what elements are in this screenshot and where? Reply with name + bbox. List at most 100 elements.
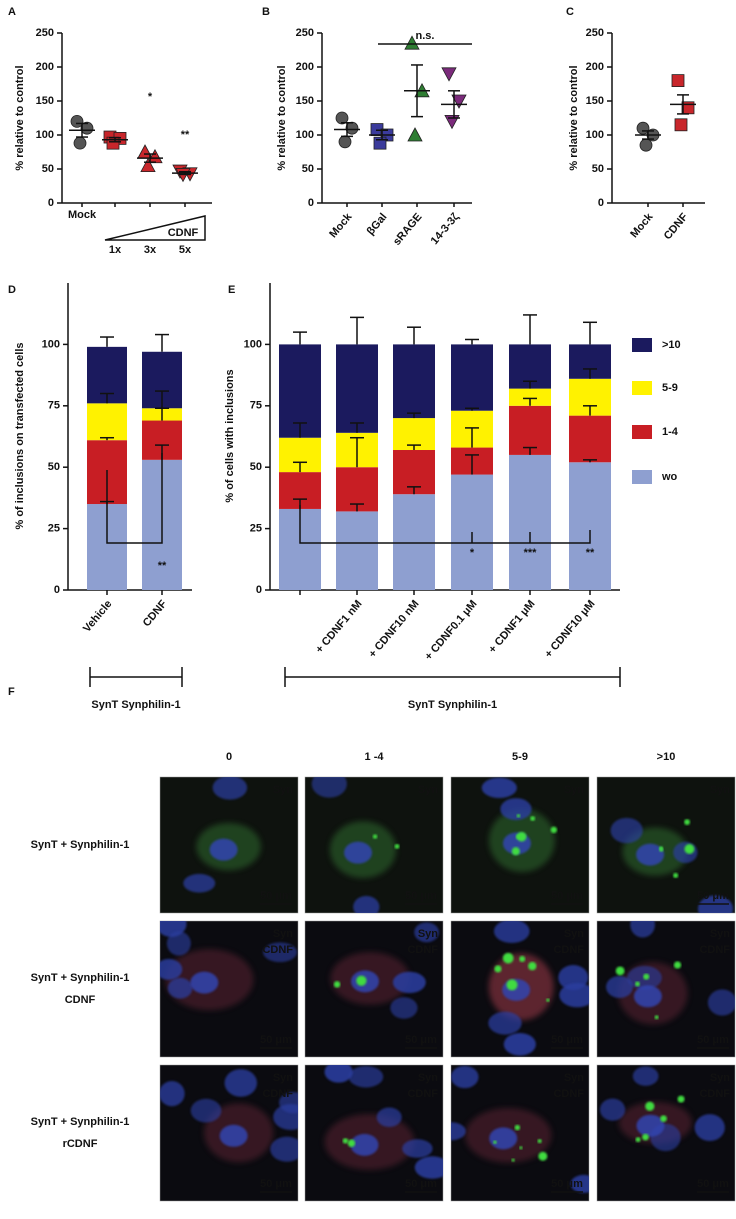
panel-letter: B [262, 6, 270, 18]
y-axis-label: % of inclusions on transfected cells [14, 342, 26, 529]
nucleus [160, 1081, 185, 1107]
y-tick-label: 100 [36, 129, 54, 141]
y-tick-label: 0 [598, 197, 604, 209]
data-point [407, 127, 423, 142]
micrograph: Syn 50 μm [450, 776, 590, 914]
data-point [70, 115, 84, 128]
panel-letter: F [8, 686, 15, 698]
scale-bar-label: 50 μm [697, 1178, 729, 1190]
x-tick-label: + CDNF10 μM [543, 598, 598, 660]
inclusion [673, 961, 682, 969]
inclusion [515, 834, 522, 840]
column-header: 0 [226, 751, 232, 763]
x-tick-label: Vehicle [81, 598, 115, 635]
channel-label: Syn [273, 928, 293, 940]
annotation: *** [524, 547, 538, 559]
channel-label: CDNF [262, 944, 293, 956]
nucleus [488, 1011, 522, 1035]
nucleus [481, 777, 517, 799]
channel-label: Syn [418, 784, 438, 796]
y-tick-label: 250 [36, 27, 54, 39]
x-tick-label: βGal [365, 211, 390, 237]
legend-label: 5-9 [662, 382, 678, 394]
inclusion [546, 998, 550, 1002]
nucleus [636, 843, 665, 866]
y-tick-label: 200 [586, 61, 604, 73]
micrograph-content [488, 921, 589, 1056]
inclusion [635, 1137, 641, 1143]
nucleus [489, 1127, 518, 1150]
y-tick-label: 50 [42, 163, 54, 175]
inclusion [673, 872, 679, 878]
x-tick-label: + CDNF1 μM [486, 598, 537, 656]
nucleus [610, 817, 643, 844]
panel-letter: C [566, 6, 574, 18]
y-tick-label: 50 [250, 461, 262, 473]
nucleus [166, 931, 191, 956]
inclusion [511, 1158, 515, 1162]
inclusion [514, 1124, 521, 1131]
micrograph: Syn CDNF 50 μm [450, 920, 590, 1058]
inclusion [342, 1138, 349, 1144]
y-tick-label: 150 [586, 95, 604, 107]
comparison-bracket [299, 505, 591, 544]
micrograph-content [599, 1066, 725, 1152]
scale-bar-label: 50 μm [551, 1034, 583, 1046]
data-point [681, 101, 695, 115]
row-label: rCDNF [63, 1138, 98, 1150]
nucleus [190, 971, 219, 994]
legend-swatch [632, 381, 652, 395]
y-tick-label: 50 [592, 163, 604, 175]
x-tick-label: 14-3-3ζ [429, 211, 462, 247]
micrograph: Syn 50 μm [596, 776, 736, 914]
inclusion [684, 819, 690, 825]
dose-wedge [104, 215, 206, 241]
x-tick-label: CDNF [662, 211, 691, 242]
nucleus [451, 1065, 479, 1089]
data-point [671, 74, 685, 87]
micrograph: Syn CDNF 50 μm [596, 1064, 736, 1202]
legend-swatch [632, 470, 652, 484]
y-tick-label: 150 [36, 95, 54, 107]
annotation: * [470, 547, 475, 559]
column-header: 1 -4 [365, 751, 385, 763]
nucleus [350, 1133, 379, 1156]
group-label: SynT Synphilin-1 [408, 699, 497, 711]
inclusion [347, 1139, 356, 1147]
bar-segment [279, 344, 321, 438]
legend-label: 1-4 [662, 426, 679, 438]
nucleus [392, 971, 426, 994]
scale-bar-label: 50 μm [260, 1034, 292, 1046]
panel-letter: D [8, 284, 16, 296]
x-tick-label: Mock [68, 209, 97, 221]
channel-label: Syn [273, 1072, 293, 1084]
inclusion [506, 979, 518, 991]
inclusion [356, 975, 367, 986]
channel-label: Syn [418, 1072, 438, 1084]
y-tick-label: 25 [48, 523, 60, 535]
x-tick-label: + CDNF10 nM [367, 598, 422, 660]
scale-bar-label: 50 μm [405, 890, 437, 902]
row-label: CDNF [65, 994, 96, 1006]
nucleus [694, 1114, 725, 1142]
nucleus [353, 895, 380, 913]
channel-label: Syn [273, 784, 293, 796]
channel-label: CDNF [553, 944, 584, 956]
micrograph-content [160, 1069, 298, 1163]
nucleus [630, 921, 655, 938]
inclusion [635, 981, 640, 987]
y-tick-label: 75 [48, 400, 60, 412]
annotation: ** [181, 129, 190, 141]
micrograph-content [183, 777, 261, 893]
group-label: SynT Synphilin-1 [91, 699, 180, 711]
inclusion [519, 1146, 523, 1150]
data-point [404, 35, 420, 50]
y-tick-label: 150 [296, 95, 314, 107]
y-tick-label: 200 [296, 61, 314, 73]
x-tick-label: 5x [179, 244, 192, 256]
y-tick-label: 0 [256, 584, 262, 596]
inclusion [677, 1095, 685, 1103]
inclusion [537, 1139, 542, 1144]
bar-segment [509, 388, 551, 406]
channel-label: CDNF [699, 1088, 730, 1100]
